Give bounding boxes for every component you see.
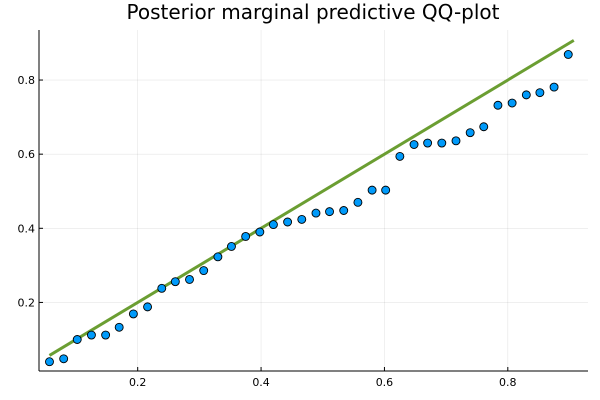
data-point-22 <box>353 197 363 207</box>
data-point-14 <box>241 232 251 241</box>
data-point-36 <box>549 82 559 92</box>
y-tick-label-0: 0.2 <box>18 296 36 309</box>
data-point-9 <box>170 277 180 287</box>
x-tick-label-1: 0.4 <box>252 376 270 389</box>
data-point-4 <box>101 330 111 340</box>
reference-line-layer <box>48 39 575 357</box>
data-point-13 <box>227 242 236 251</box>
data-point-18 <box>297 214 307 224</box>
data-point-3 <box>86 330 96 340</box>
y-tick-label-3: 0.8 <box>18 74 36 87</box>
data-point-23 <box>367 185 377 195</box>
data-point-30 <box>465 128 475 138</box>
data-point-8 <box>157 283 167 293</box>
data-point-15 <box>255 227 265 237</box>
y-tick-label-2: 0.6 <box>18 148 36 161</box>
data-point-20 <box>325 207 334 217</box>
chart-title: Posterior marginal predictive QQ-plot <box>127 0 500 24</box>
data-point-12 <box>213 252 223 262</box>
data-point-11 <box>199 266 209 276</box>
data-point-27 <box>423 138 433 148</box>
data-point-32 <box>493 100 503 110</box>
y-tick-label-1: 0.4 <box>18 222 36 235</box>
data-point-37 <box>563 50 573 59</box>
data-point-5 <box>114 322 124 332</box>
data-point-25 <box>395 151 405 161</box>
data-point-19 <box>311 208 321 218</box>
data-point-35 <box>535 88 545 98</box>
data-point-7 <box>143 302 153 312</box>
data-point-6 <box>128 309 138 319</box>
data-point-24 <box>381 185 391 195</box>
grid-lines <box>39 30 588 371</box>
reference-line <box>48 39 575 357</box>
data-point-10 <box>185 274 194 284</box>
tick-labels: 0.2 0.4 0.6 0.8 0.2 0.4 0.6 0.8 <box>18 74 517 389</box>
x-tick-label-0: 0.2 <box>129 376 147 389</box>
data-point-26 <box>409 140 419 149</box>
data-point-16 <box>268 220 278 230</box>
data-point-33 <box>507 98 517 108</box>
x-tick-label-2: 0.6 <box>376 376 394 389</box>
data-points-layer <box>45 50 573 367</box>
data-point-17 <box>283 217 293 227</box>
data-point-31 <box>479 122 489 132</box>
axes <box>38 30 588 372</box>
data-point-34 <box>521 90 531 100</box>
data-point-0 <box>45 357 54 367</box>
data-point-29 <box>451 136 461 146</box>
x-tick-label-3: 0.8 <box>499 376 517 389</box>
data-point-2 <box>72 335 82 344</box>
data-point-21 <box>339 206 349 215</box>
data-point-1 <box>59 354 69 364</box>
data-point-28 <box>437 138 447 148</box>
